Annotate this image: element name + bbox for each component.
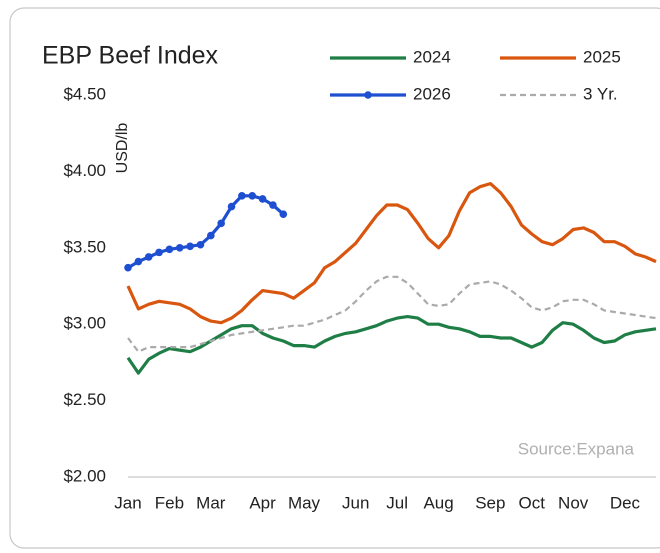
x-tick-label: Aug <box>423 493 453 512</box>
x-tick-label: Sep <box>475 493 505 512</box>
x-tick-label: Jul <box>386 493 408 512</box>
x-tick-label: May <box>288 493 321 512</box>
point <box>248 192 257 200</box>
point <box>155 248 163 257</box>
y-tick-label: $3.00 <box>63 314 106 333</box>
point <box>186 242 194 251</box>
point <box>238 192 246 200</box>
series-line <box>126 182 657 325</box>
x-tick-label: Dec <box>610 493 641 512</box>
y-tick-label: $4.50 <box>63 84 106 103</box>
x-tick-label: Oct <box>519 493 546 512</box>
x-tick-label: Feb <box>155 493 184 512</box>
y-tick-label: $3.50 <box>63 237 106 256</box>
legend-label: 3 Yr. <box>583 84 618 103</box>
point <box>227 202 236 211</box>
point <box>217 219 225 228</box>
source: Source:Expana <box>518 439 635 458</box>
x-tick-label: Jun <box>342 493 369 512</box>
legend-label: 2024 <box>413 47 451 66</box>
series-line <box>127 275 657 353</box>
card <box>9 7 660 549</box>
point <box>175 244 184 252</box>
point <box>207 231 215 240</box>
x-tick-label: Apr <box>249 493 276 512</box>
point <box>165 245 174 254</box>
series-line <box>126 315 657 375</box>
legend-marker <box>364 91 372 99</box>
x-tick-label: Mar <box>196 493 226 512</box>
point <box>258 195 267 203</box>
y-axis-label: USD/lb <box>114 123 131 174</box>
x-tick-label: Jan <box>114 493 141 512</box>
series-line <box>127 194 285 270</box>
point <box>269 201 277 209</box>
y-tick-label: $2.00 <box>63 466 106 485</box>
legend-label: 2025 <box>583 47 621 66</box>
point <box>134 257 143 266</box>
y-tick-label: $4.00 <box>63 161 106 180</box>
point <box>124 263 132 272</box>
y-tick-label: $2.50 <box>63 390 106 409</box>
x-tick-label: Nov <box>558 493 589 512</box>
point <box>196 240 205 249</box>
chart-title: EBP Beef Index <box>42 42 219 70</box>
point <box>144 253 153 261</box>
point <box>279 210 288 218</box>
legend-label: 2026 <box>413 84 451 103</box>
